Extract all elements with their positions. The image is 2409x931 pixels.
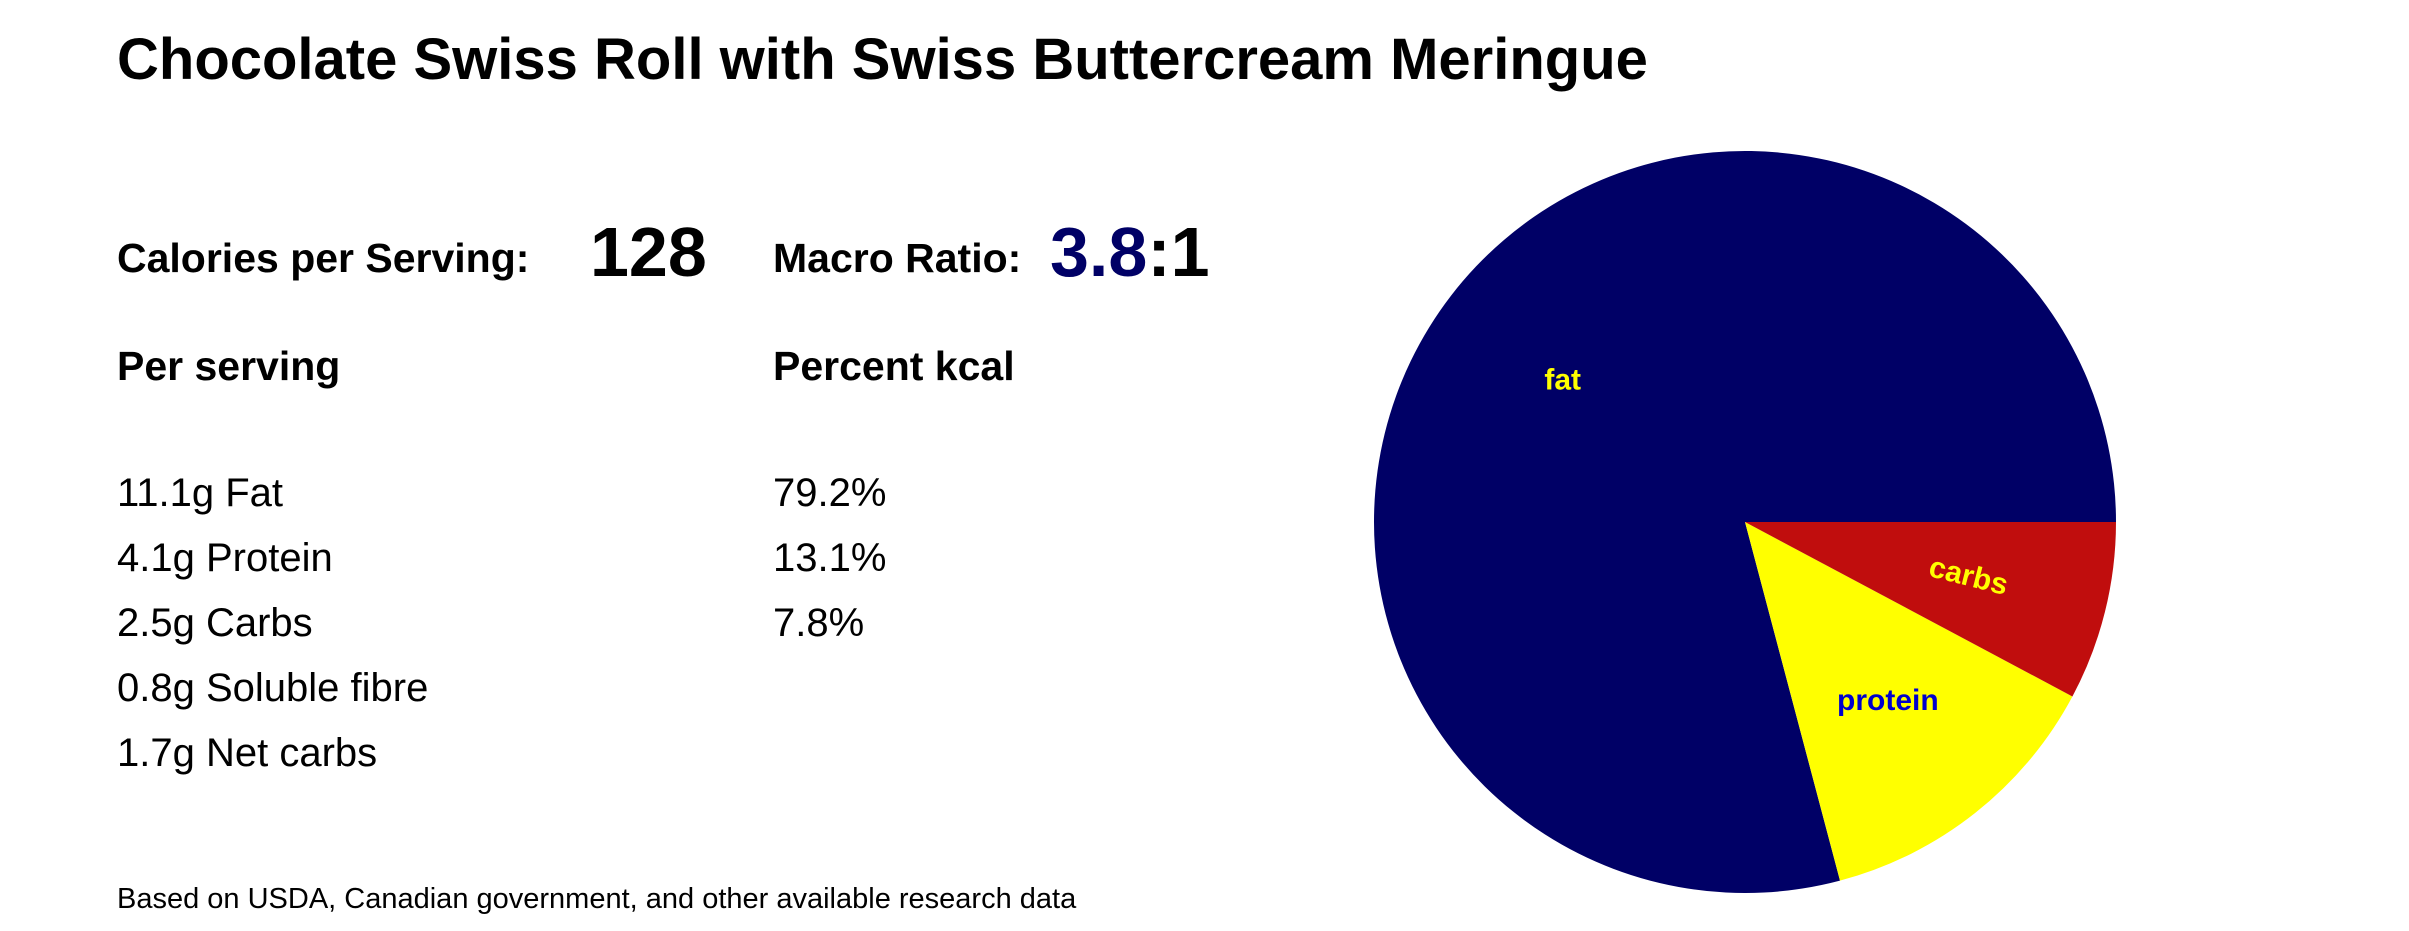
calories-value: 128 [590, 213, 707, 291]
nutrient-fat: 11.1g Fat [117, 471, 284, 515]
percent-kcal-heading: Percent kcal [773, 343, 1015, 389]
footnote: Based on USDA, Canadian government, and … [117, 883, 1077, 915]
percent-fat: 79.2% [773, 471, 887, 515]
pie-label-fat: fat [1544, 364, 1581, 397]
percent-kcal-list: 79.2% 13.1% 7.8% [773, 469, 886, 664]
calories-label: Calories per Serving: [117, 235, 530, 281]
percent-protein: 13.1% [773, 536, 887, 580]
pie-slice-carbs [1745, 522, 2116, 697]
macro-ratio-label: Macro Ratio: [773, 235, 1022, 281]
macro-ratio-number: 3.8 [1050, 213, 1148, 291]
per-serving-list: 11.1g Fat 4.1g Protein 2.5g Carbs 0.8g S… [117, 469, 428, 794]
nutrient-net-carbs: 1.7g Net carbs [117, 731, 378, 775]
percent-carbs: 7.8% [773, 601, 865, 645]
nutrient-protein: 4.1g Protein [117, 536, 333, 580]
nutrient-carbs: 2.5g Carbs [117, 601, 313, 645]
page-title: Chocolate Swiss Roll with Swiss Buttercr… [117, 27, 1648, 92]
per-serving-heading: Per serving [117, 343, 341, 389]
pie-slice-protein [1745, 522, 2073, 881]
macro-ratio-value: 3.8:1 [1050, 212, 1210, 292]
macro-ratio-suffix: :1 [1147, 213, 1210, 291]
nutrient-soluble-fibre: 0.8g Soluble fibre [117, 666, 429, 710]
pie-label-protein: protein [1837, 684, 1939, 717]
